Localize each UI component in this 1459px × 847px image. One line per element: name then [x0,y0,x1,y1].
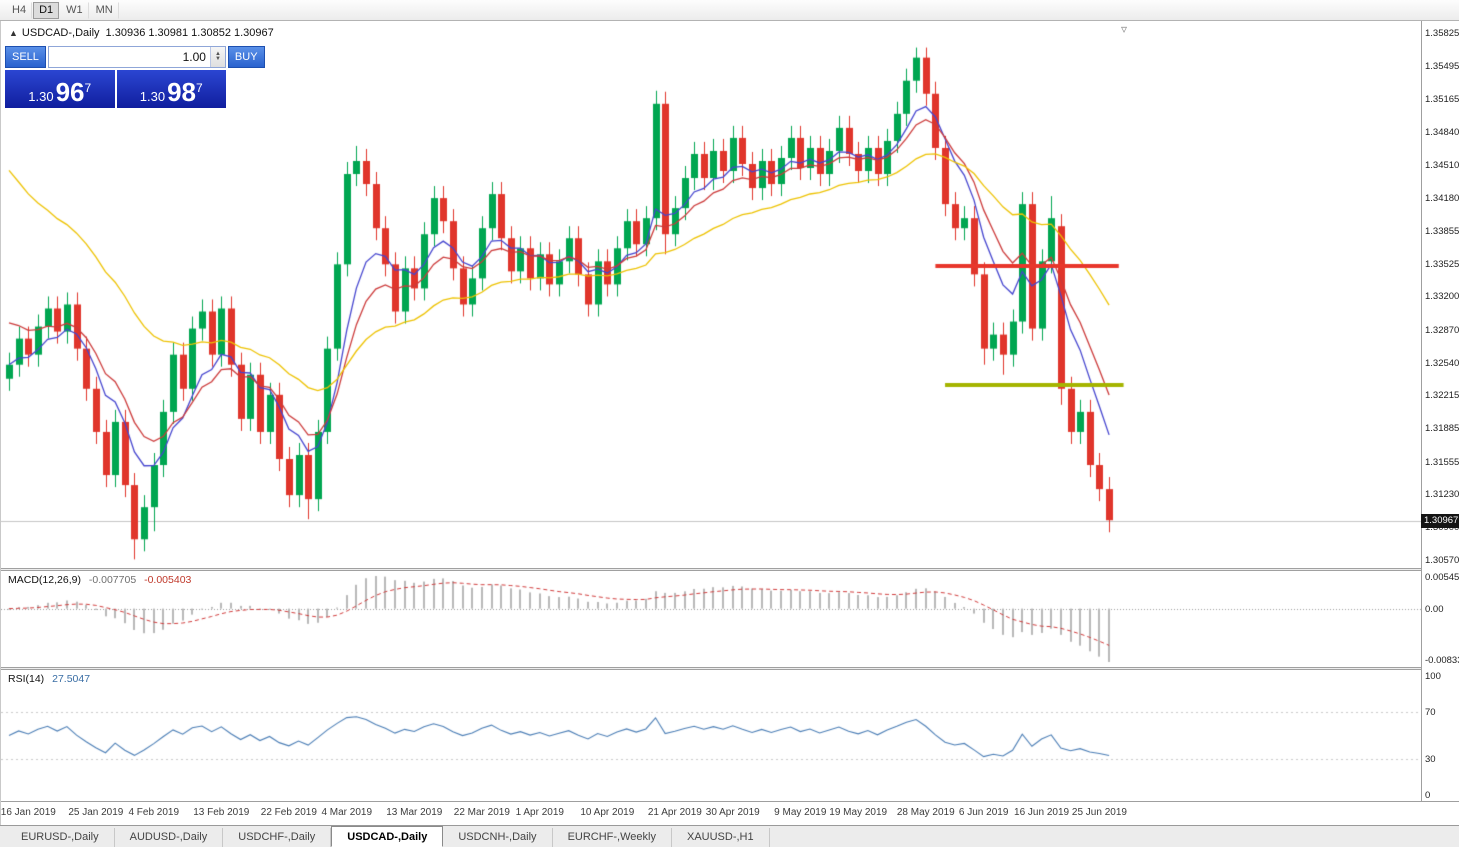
chart-tabs-bar: EURUSD-,Daily AUDUSD-,Daily USDCHF-,Dail… [0,825,1459,847]
price-axis: 1.35825 1.35495 1.35165 1.34840 1.34510 1.341… [1421,21,1459,801]
buy-price-big: 98 [167,77,197,107]
buy-price-pipette: 7 [196,81,203,95]
tab-xauusd-h1[interactable]: XAUUSD-,H1 [672,828,770,847]
axis-scale-label: 1.32215 [1425,390,1459,402]
axis-scale-label: 1.34180 [1425,193,1459,205]
timeframe-w1-button[interactable]: W1 [60,1,89,19]
tab-eurusd-daily[interactable]: EURUSD-,Daily [6,828,115,847]
timeframe-toolbar: H4 D1 W1 MN [0,0,1459,21]
volume-spinner[interactable]: ▲ ▼ [209,47,225,67]
tab-usdchf-daily[interactable]: USDCHF-,Daily [223,828,332,847]
macd-label: MACD(12,26,9) -0.007705 -0.005403 [8,574,191,586]
axis-scale-label: -0.008332 [1425,655,1459,666]
timeframe-d1-button[interactable]: D1 [33,1,60,19]
axis-scale-label: 1.35825 [1425,28,1459,40]
chart-window: ▲ USDCAD-,Daily 1.30936 1.30981 1.30852 1.… [0,21,1459,825]
date-axis-label: 25 Jun 2019 [1071,807,1127,818]
date-axis-label: 30 Apr 2019 [705,807,760,818]
axis-scale-label: 1.33200 [1425,291,1459,303]
rsi-indicator-canvas[interactable] [1,670,1421,801]
axis-scale-label: 1.32540 [1425,357,1459,369]
buy-price-prefix: 1.30 [139,89,166,104]
tab-usdcad-daily[interactable]: USDCAD-,Daily [331,826,444,847]
axis-scale-label: 1.30570 [1425,555,1459,567]
date-axis: 16 Jan 2019 25 Jan 2019 4 Feb 2019 13 Feb 2… [1,801,1459,825]
axis-scale-label: 1.31885 [1425,423,1459,435]
macd-panel-splitter[interactable] [1,568,1459,571]
date-axis-label: 28 May 2019 [896,807,955,818]
buy-button[interactable]: BUY [227,46,265,68]
date-axis-label: 13 Mar 2019 [386,807,443,818]
date-axis-label: 21 Apr 2019 [647,807,702,818]
chart-symbol-label: USDCAD-,Daily [21,27,100,39]
date-axis-label: 22 Feb 2019 [260,807,317,818]
date-axis-label: 19 May 2019 [829,807,888,818]
axis-scale-label: 1.34840 [1425,126,1459,138]
axis-scale-label: 1.31230 [1425,489,1459,501]
one-click-collapse-icon[interactable]: ▲ [9,28,18,38]
tab-eurchf-weekly[interactable]: EURCHF-,Weekly [553,828,672,847]
axis-scale-label: 30 [1425,754,1436,766]
macd-indicator-canvas[interactable] [1,571,1421,667]
date-axis-label: 16 Jun 2019 [1014,807,1070,818]
macd-name: MACD(12,26,9) [8,574,81,586]
price-chart-canvas[interactable] [1,21,1421,568]
sell-price-big: 96 [55,77,85,107]
timeframe-mn-button[interactable]: MN [90,1,119,19]
axis-scale-label: 0 [1425,790,1431,801]
chart-ohlc-values: 1.30936 1.30981 1.30852 1.30967 [105,27,274,39]
sell-button[interactable]: SELL [5,46,46,68]
date-axis-label: 25 Jan 2019 [68,807,124,818]
date-axis-label: 4 Feb 2019 [128,807,180,818]
current-price-tag: 1.30967 [1421,514,1459,528]
timeframe-h4-button[interactable]: H4 [6,1,33,19]
axis-scale-label: 1.33855 [1425,225,1459,237]
date-axis-label: 4 Mar 2019 [321,807,373,818]
axis-scale-label: 70 [1425,706,1436,718]
date-axis-label: 10 Apr 2019 [580,807,635,818]
axis-scale-label: 1.33525 [1425,258,1459,270]
axis-scale-label: 100 [1425,671,1441,682]
macd-main-value: -0.007705 [88,574,137,586]
date-axis-label: 16 Jan 2019 [0,807,56,818]
sell-quote-panel[interactable]: 1.30 96 7 [5,70,115,108]
axis-scale-label: 0.005454 [1425,572,1459,583]
axis-scale-label: 1.35165 [1425,94,1459,106]
spinner-down-icon[interactable]: ▼ [214,56,221,62]
tab-usdcnh-daily[interactable]: USDCNH-,Daily [443,828,553,847]
date-axis-label: 9 May 2019 [774,807,827,818]
macd-signal-value: -0.005403 [144,574,192,586]
axis-scale-label: 1.34510 [1425,160,1459,171]
date-axis-label: 1 Apr 2019 [515,807,564,818]
volume-input[interactable] [48,47,210,67]
rsi-value: 27.5047 [52,673,91,685]
date-axis-label: 13 Feb 2019 [193,807,250,818]
spinner-up-icon[interactable]: ▲ [214,51,221,57]
chart-shift-marker-icon: ▿ [1121,22,1128,36]
rsi-label: RSI(14) 27.5047 [8,673,90,685]
axis-scale-label: 0.00 [1425,603,1444,615]
rsi-name: RSI(14) [8,673,45,685]
axis-scale-label: 1.32870 [1425,324,1459,336]
sell-price-prefix: 1.30 [28,89,54,104]
volume-field: ▲ ▼ [47,46,226,68]
chart-title: ▲ USDCAD-,Daily 1.30936 1.30981 1.30852 1.… [9,27,274,39]
sell-price-pipette: 7 [84,81,92,95]
axis-scale-label: 1.31555 [1425,456,1459,468]
axis-scale-label: 1.35495 [1425,61,1459,73]
date-axis-label: 6 Jun 2019 [958,807,1009,818]
buy-quote-panel[interactable]: 1.30 98 7 [116,70,226,108]
tab-audusd-daily[interactable]: AUDUSD-,Daily [115,828,224,847]
rsi-panel-splitter[interactable] [1,667,1459,670]
date-axis-label: 22 Mar 2019 [453,807,510,818]
